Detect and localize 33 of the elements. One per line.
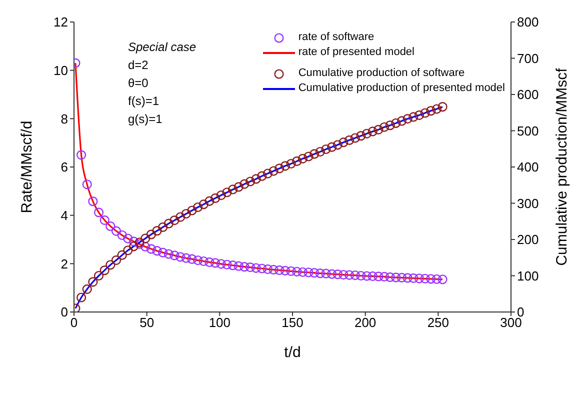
y-tick-label: 0: [60, 304, 68, 320]
y-tick-label: 12: [54, 14, 68, 30]
annotation: θ=0: [128, 75, 150, 92]
y-tick-label: 6: [60, 160, 68, 175]
x-tick-label: 150: [282, 315, 304, 330]
y2-tick-label: 400: [517, 160, 539, 175]
x-tick-label: 100: [208, 315, 231, 330]
x-axis-title: t/d: [284, 344, 301, 361]
y-tick-label: 10: [54, 62, 68, 78]
x-tick-label: 50: [140, 315, 154, 330]
y2-tick-label: 700: [517, 50, 539, 66]
annotation: g(s)=1: [128, 111, 164, 128]
legend-label: rate of software: [298, 30, 374, 45]
legend-label: rate of presented model: [298, 45, 414, 60]
legend-label: Cumulative production of presented model: [298, 81, 505, 96]
annotation: d=2: [128, 57, 150, 74]
x-tick-label: 250: [427, 315, 450, 330]
y2-axis-title: Cumulative production/MMscf: [553, 67, 570, 266]
annotation: Special case: [128, 39, 196, 56]
legend-label: Cumulative production of software: [298, 66, 465, 81]
y2-tick-label: 600: [517, 87, 539, 102]
y-axis-title: Rate/MMscf/d: [18, 120, 36, 214]
x-tick-label: 200: [354, 315, 376, 330]
y2-tick-label: 100: [517, 268, 539, 284]
y2-tick-label: 800: [517, 14, 539, 30]
annotation: f(s)=1: [128, 93, 160, 110]
y2-tick-label: 300: [517, 196, 539, 211]
x-tick-label: 0: [70, 315, 78, 330]
y2-tick-label: 500: [517, 123, 539, 138]
y-tick-label: 4: [60, 208, 68, 223]
y-tick-label: 2: [60, 256, 68, 272]
y-tick-label: 8: [60, 111, 68, 126]
y2-tick-label: 200: [517, 232, 539, 248]
